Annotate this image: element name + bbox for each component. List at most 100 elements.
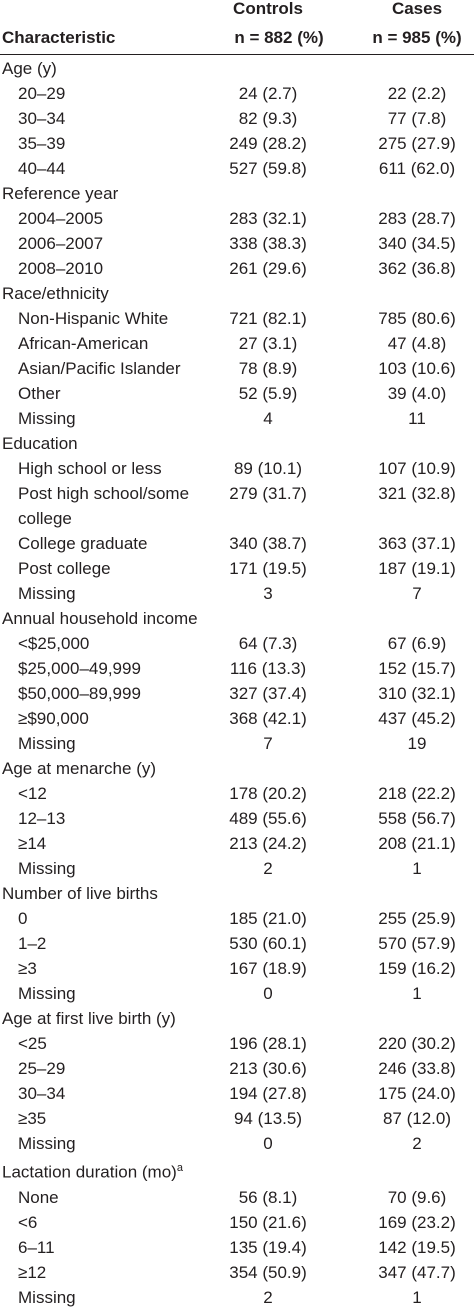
row-label: College graduate	[18, 534, 148, 553]
data-row: <6 150 (21.6) 169 (23.2)	[0, 1210, 474, 1235]
row-label: Missing	[18, 1134, 76, 1153]
row-label: None	[18, 1187, 59, 1207]
data-row: Missing 0 2	[0, 1131, 474, 1156]
data-row: 35–39 249 (28.2) 275 (27.9)	[0, 131, 474, 156]
section-title: Annual household income	[0, 606, 198, 631]
row-label: 20–29	[18, 84, 66, 103]
row-label: <25	[18, 1034, 47, 1053]
controls-cell: 94 (13.5)	[233, 1109, 303, 1128]
header-rule	[0, 54, 474, 55]
cases-cell: 175 (24.0)	[378, 1084, 456, 1103]
data-row: Non-Hispanic White 721 (82.1) 785 (80.6)	[0, 306, 474, 331]
controls-cell: 24 (2.7)	[238, 84, 298, 103]
row-label: ≥$90,000	[18, 709, 89, 728]
data-row: Post high school/some college 279 (31.7) 3…	[0, 481, 474, 531]
section-title: Race/ethnicity	[0, 281, 109, 306]
controls-cell: 2	[263, 859, 273, 878]
data-row: 30–34 194 (27.8) 175 (24.0)	[0, 1081, 474, 1106]
cases-cell: 362 (36.8)	[378, 259, 456, 278]
controls-cell: 721 (82.1)	[229, 309, 307, 328]
controls-cell: 178 (20.2)	[229, 784, 307, 803]
cases-cell: 246 (33.8)	[378, 1059, 456, 1078]
data-row: ≥3 167 (18.9) 159 (16.2)	[0, 956, 474, 981]
row-label: ≥14	[18, 834, 47, 853]
cases-cell: 340 (34.5)	[378, 234, 456, 253]
data-row: Missing 7 19	[0, 731, 474, 756]
section-title-text: Race/ethnicity	[2, 284, 109, 303]
section-title: Age (y)	[0, 56, 57, 81]
data-row: 25–29 213 (30.6) 246 (33.8)	[0, 1056, 474, 1081]
data-row: ≥12 354 (50.9) 347 (47.7)	[0, 1260, 474, 1285]
section-title: Number of live births	[0, 881, 158, 906]
row-label: Other	[18, 384, 61, 403]
cases-cell: 1	[412, 984, 422, 1003]
footnote-marker: a	[176, 1162, 183, 1174]
cases-cell: 437 (45.2)	[378, 709, 456, 728]
cases-cell: 1	[412, 1287, 422, 1307]
row-label: ≥3	[18, 959, 37, 978]
row-label: 6–11	[18, 1237, 55, 1257]
row-label: Post college	[18, 559, 111, 578]
data-row: $50,000–89,999 327 (37.4) 310 (32.1)	[0, 681, 474, 706]
data-row: ≥$90,000 368 (42.1) 437 (45.2)	[0, 706, 474, 731]
cases-cell: 67 (6.9)	[387, 634, 447, 653]
section-title-text: Lactation duration (mo)	[2, 1162, 177, 1182]
data-row: 2004–2005 283 (32.1) 283 (28.7)	[0, 206, 474, 231]
row-label: Missing	[18, 734, 76, 753]
controls-cell: 7	[263, 734, 273, 753]
cases-cell: 103 (10.6)	[378, 359, 456, 378]
cases-cell: 47 (4.8)	[387, 334, 447, 353]
row-label: $50,000–89,999	[18, 684, 141, 703]
section-title-text: Age at menarche (y)	[2, 759, 157, 778]
header-cell: Characteristic	[2, 28, 116, 47]
controls-cell: 327 (37.4)	[229, 684, 307, 703]
controls-cell: 368 (42.1)	[229, 709, 307, 728]
row-label: <6	[18, 1212, 38, 1232]
data-row: Missing 0 1	[0, 981, 474, 1006]
section-row: Age (y)	[0, 56, 474, 81]
row-label: Missing	[18, 1287, 76, 1307]
data-row: Missing 2 1	[0, 856, 474, 881]
controls-cell: 82 (9.3)	[238, 109, 298, 128]
controls-cell: 4	[263, 409, 273, 428]
data-row: High school or less 89 (10.1) 107 (10.9)	[0, 456, 474, 481]
section-title: Education	[0, 431, 78, 456]
controls-cell: 0	[263, 984, 273, 1003]
data-row: Missing 2 1	[0, 1285, 474, 1308]
data-row: <12 178 (20.2) 218 (22.2)	[0, 781, 474, 806]
data-row: ≥35 94 (13.5) 87 (12.0)	[0, 1106, 474, 1131]
cases-cell: 169 (23.2)	[378, 1212, 456, 1232]
section-title-text: Age (y)	[2, 59, 57, 78]
row-label: 30–34	[18, 1084, 66, 1103]
controls-cell: 167 (18.9)	[229, 959, 307, 978]
row-label: Non-Hispanic White	[18, 309, 169, 328]
cases-cell: 2	[412, 1134, 422, 1153]
row-label: 2006–2007	[18, 234, 104, 253]
row-label: ≥35	[18, 1109, 47, 1128]
row-label: 40–44	[18, 159, 66, 178]
section-row: Annual household income	[0, 606, 474, 631]
controls-cell: 116 (13.3)	[229, 659, 307, 678]
cases-cell: 275 (27.9)	[378, 134, 456, 153]
controls-cell: 283 (32.1)	[229, 209, 307, 228]
controls-cell: 150 (21.6)	[229, 1212, 307, 1232]
data-row: 0 185 (21.0) 255 (25.9)	[0, 906, 474, 931]
controls-cell: 196 (28.1)	[229, 1034, 307, 1053]
section-row: Education	[0, 431, 474, 456]
data-row: African-American 27 (3.1) 47 (4.8)	[0, 331, 474, 356]
cases-cell: 611 (62.0)	[378, 159, 456, 178]
row-label: Asian/Pacific Islander	[18, 359, 181, 378]
row-label: Missing	[18, 409, 76, 428]
cases-cell: 310 (32.1)	[378, 684, 456, 703]
controls-cell: 27 (3.1)	[238, 334, 298, 353]
controls-cell: 261 (29.6)	[229, 259, 307, 278]
cases-cell: 255 (25.9)	[378, 909, 456, 928]
data-row: 20–29 24 (2.7) 22 (2.2)	[0, 81, 474, 106]
section-title-text: Age at first live birth (y)	[2, 1009, 176, 1028]
controls-cell: 56 (8.1)	[238, 1187, 298, 1207]
data-row: <$25,000 64 (7.3) 67 (6.9)	[0, 631, 474, 656]
controls-cell: 213 (24.2)	[229, 834, 307, 853]
controls-cell: 3	[263, 584, 273, 603]
controls-cell: 194 (27.8)	[229, 1084, 307, 1103]
